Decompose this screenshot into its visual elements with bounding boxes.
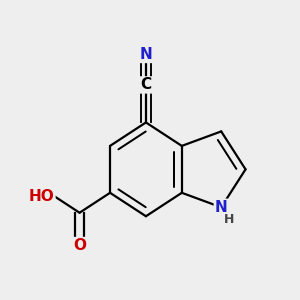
Text: C: C	[140, 77, 152, 92]
Text: N: N	[215, 200, 228, 215]
Text: H: H	[224, 213, 234, 226]
Text: HO: HO	[29, 189, 54, 204]
Text: O: O	[73, 238, 86, 253]
Text: N: N	[140, 47, 152, 62]
